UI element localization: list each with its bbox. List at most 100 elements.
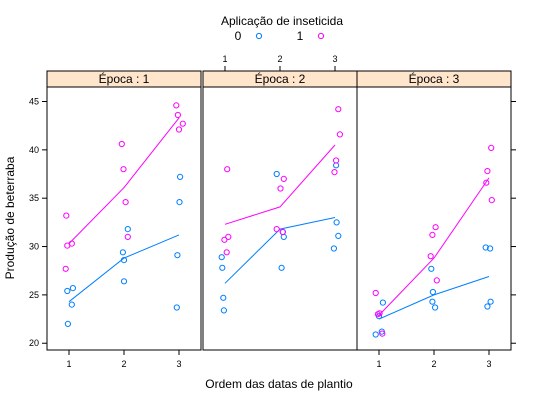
series-0-point — [64, 287, 71, 295]
series-1-point — [120, 166, 127, 173]
x-axis-label: Ordem das datas de plantio — [205, 377, 353, 391]
series-0-point — [484, 303, 491, 310]
series-1-trend-line — [68, 117, 180, 244]
series-1-point — [333, 157, 340, 164]
series-1-point — [68, 240, 75, 247]
series-1-point — [379, 330, 386, 337]
x-tick-label: 2 — [431, 359, 436, 369]
series-0-point — [173, 304, 180, 311]
series-0-point — [218, 254, 225, 261]
series-1-trend-line — [224, 144, 336, 225]
series-1-point — [429, 231, 436, 238]
y-tick-label: 25 — [29, 290, 39, 300]
series-1-point — [279, 228, 286, 236]
series-0-point — [219, 264, 226, 271]
series-1-point — [433, 277, 440, 284]
series-1-point — [488, 197, 495, 204]
series-0-point — [428, 265, 435, 272]
y-axis-label: Produção de beterraba — [3, 156, 17, 279]
series-1-point — [331, 169, 338, 176]
legend-marker-1 — [317, 32, 325, 40]
series-0-point — [174, 252, 181, 259]
series-1-point — [173, 102, 180, 109]
legend-label-1: 1 — [297, 29, 304, 43]
series-0-trend-line — [378, 276, 490, 320]
panel-strip-label: Época : 3 — [409, 71, 460, 86]
series-1-point — [483, 179, 490, 186]
series-0-point — [487, 245, 494, 252]
series-1-point — [221, 236, 228, 243]
series-1-point — [335, 106, 342, 113]
series-0-point — [278, 264, 285, 271]
series-0-point — [273, 170, 280, 178]
series-1-point — [427, 253, 434, 260]
series-1-point — [118, 140, 125, 148]
series-0-point — [429, 288, 436, 296]
panel-1: Época : 1 1 2 3 20 25 30 35 40 45 — [29, 70, 202, 369]
y-tick-label: 45 — [29, 97, 39, 107]
series-0-point — [372, 331, 379, 338]
series-0-point — [379, 299, 386, 306]
series-0-point — [68, 301, 75, 308]
x-tick-label: 1 — [222, 54, 227, 64]
series-1-trend-line — [378, 177, 490, 316]
x-tick-label: 3 — [332, 54, 337, 64]
series-0-point — [176, 199, 183, 206]
series-1-point — [484, 168, 491, 175]
series-0-point — [335, 232, 342, 239]
series-1-point — [376, 310, 383, 317]
series-0-point — [69, 285, 77, 292]
series-0-trend-line — [224, 217, 336, 284]
series-1-point — [488, 144, 495, 151]
series-1-point — [179, 120, 186, 127]
panel-3: Época : 3 1 2 3 — [356, 70, 516, 369]
series-0-point — [120, 278, 128, 285]
y-tick-label: 30 — [29, 242, 39, 252]
panel-frame — [46, 86, 202, 351]
y-tick-label: 40 — [29, 145, 39, 155]
series-0-point — [119, 249, 127, 256]
series-1-point — [175, 126, 183, 133]
series-1-point — [432, 224, 439, 231]
x-tick-label: 3 — [176, 359, 181, 369]
legend-marker-0 — [255, 32, 263, 40]
series-0-trend-line — [68, 234, 180, 303]
x-tick-label: 1 — [376, 359, 381, 369]
x-tick-label: 1 — [66, 359, 71, 369]
series-1-point — [224, 166, 231, 173]
y-tick-label: 20 — [29, 338, 39, 348]
series-0-point — [432, 304, 439, 311]
x-tick-label: 2 — [277, 54, 282, 64]
series-1-point — [280, 175, 287, 182]
series-0-point — [482, 244, 489, 251]
series-1-point — [372, 289, 379, 297]
series-1-point — [223, 249, 230, 256]
series-1-point — [124, 233, 131, 240]
x-tick-label: 2 — [121, 359, 126, 369]
series-0-point — [177, 173, 184, 180]
series-1-point — [62, 265, 69, 272]
panel-strip-label: Época : 2 — [255, 71, 306, 86]
panel-strip-label: Época : 1 — [99, 71, 150, 86]
series-0-point — [330, 245, 337, 252]
series-1-point — [273, 226, 280, 233]
series-0-point — [487, 298, 494, 305]
series-0-point — [120, 257, 128, 264]
legend-title: Aplicação de inseticida — [221, 14, 343, 28]
legend-label-0: 0 — [235, 29, 242, 43]
series-1-point — [63, 212, 70, 219]
series-0-point — [429, 298, 436, 305]
series-1-point — [174, 111, 181, 119]
series-1-point — [122, 199, 129, 206]
series-0-point — [220, 294, 227, 301]
y-tick-label: 35 — [29, 193, 39, 203]
panel-2: Época : 2 1 2 3 — [202, 54, 358, 351]
series-0-point — [280, 233, 287, 240]
series-0-point — [333, 219, 340, 226]
series-0-point — [64, 320, 72, 327]
series-1-point — [225, 233, 232, 240]
series-1-point — [277, 185, 284, 192]
series-0-point — [220, 307, 227, 314]
series-0-point — [124, 226, 131, 233]
